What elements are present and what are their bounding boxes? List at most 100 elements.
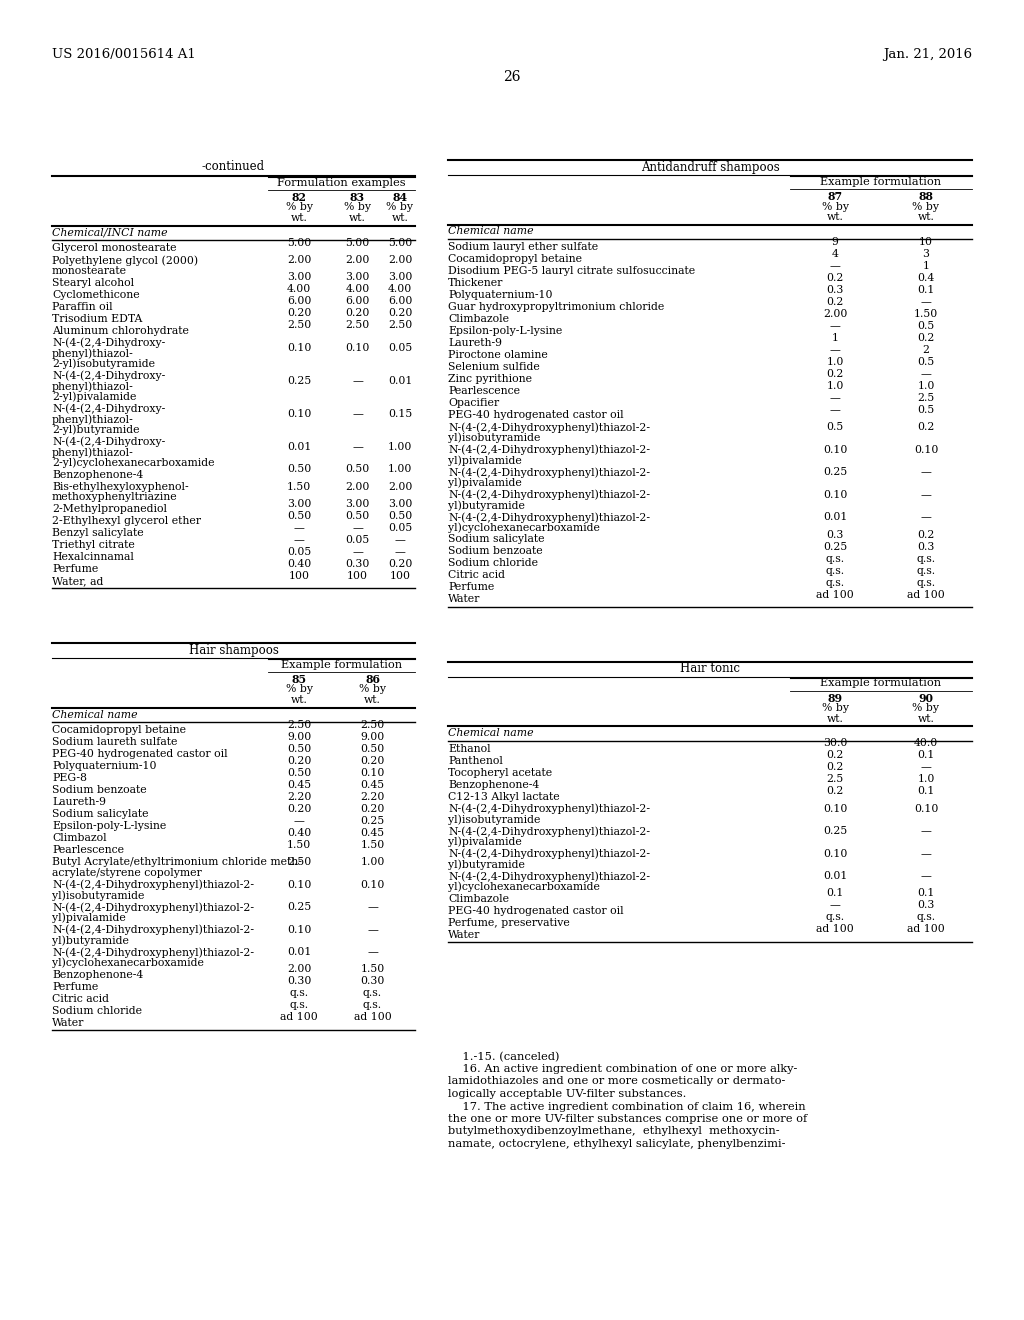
Text: —: — — [921, 849, 932, 859]
Text: 30.0: 30.0 — [823, 738, 847, 748]
Text: 0.10: 0.10 — [360, 768, 385, 777]
Text: —: — — [921, 490, 932, 500]
Text: 2-yl)cyclohexanecarboxamide: 2-yl)cyclohexanecarboxamide — [52, 458, 214, 469]
Text: yl)cyclohexanecarboxamide: yl)cyclohexanecarboxamide — [52, 957, 204, 968]
Text: Selenium sulfide: Selenium sulfide — [449, 362, 540, 372]
Text: 84: 84 — [392, 191, 408, 203]
Text: Climbazol: Climbazol — [52, 833, 106, 843]
Text: Polyquaternium-10: Polyquaternium-10 — [52, 762, 157, 771]
Text: N-(4-(2,4-Dihydroxyphenyl)thiazol-2-: N-(4-(2,4-Dihydroxyphenyl)thiazol-2- — [449, 445, 650, 455]
Text: Perfume: Perfume — [449, 582, 495, 593]
Text: Butyl Acrylate/ethyltrimonium chloride meth-: Butyl Acrylate/ethyltrimonium chloride m… — [52, 857, 302, 867]
Text: PEG-40 hydrogenated castor oil: PEG-40 hydrogenated castor oil — [52, 748, 227, 759]
Text: 9.00: 9.00 — [360, 733, 385, 742]
Text: PEG-40 hydrogenated castor oil: PEG-40 hydrogenated castor oil — [449, 906, 624, 916]
Text: 0.45: 0.45 — [360, 780, 385, 789]
Text: Perfume, preservative: Perfume, preservative — [449, 917, 569, 928]
Text: phenyl)thiazol-: phenyl)thiazol- — [52, 447, 134, 458]
Text: q.s.: q.s. — [825, 553, 845, 564]
Text: wt.: wt. — [365, 696, 381, 705]
Text: 1.50: 1.50 — [287, 840, 311, 850]
Text: Sodium chloride: Sodium chloride — [449, 558, 538, 569]
Text: 0.10: 0.10 — [345, 343, 370, 352]
Text: Example formulation: Example formulation — [820, 678, 941, 689]
Text: 0.10: 0.10 — [823, 445, 847, 455]
Text: wt.: wt. — [391, 213, 409, 223]
Text: Perfume: Perfume — [52, 564, 98, 574]
Text: % by: % by — [344, 202, 371, 213]
Text: 0.01: 0.01 — [388, 376, 413, 385]
Text: 1.00: 1.00 — [360, 857, 385, 867]
Text: 0.25: 0.25 — [360, 816, 385, 826]
Text: % by: % by — [386, 202, 414, 213]
Text: Sodium salicylate: Sodium salicylate — [449, 535, 545, 544]
Text: 1.00: 1.00 — [388, 465, 413, 474]
Text: 0.3: 0.3 — [826, 529, 844, 540]
Text: —: — — [921, 826, 932, 837]
Text: monostearate: monostearate — [52, 265, 127, 276]
Text: —: — — [394, 546, 406, 557]
Text: methoxyphenyltriazine: methoxyphenyltriazine — [52, 492, 177, 502]
Text: 0.2: 0.2 — [826, 751, 844, 760]
Text: 0.1: 0.1 — [826, 888, 844, 899]
Text: q.s.: q.s. — [916, 912, 936, 923]
Text: 2.50: 2.50 — [360, 719, 385, 730]
Text: 10: 10 — [919, 238, 933, 247]
Text: 0.25: 0.25 — [823, 826, 847, 837]
Text: yl)isobutyramide: yl)isobutyramide — [52, 890, 144, 900]
Text: Aluminum chlorohydrate: Aluminum chlorohydrate — [52, 326, 188, 335]
Text: —: — — [921, 512, 932, 523]
Text: Sodium benzoate: Sodium benzoate — [52, 785, 146, 795]
Text: C12-13 Alkyl lactate: C12-13 Alkyl lactate — [449, 792, 560, 801]
Text: 0.10: 0.10 — [823, 849, 847, 859]
Text: Laureth-9: Laureth-9 — [449, 338, 502, 348]
Text: % by: % by — [286, 202, 312, 213]
Text: 1.50: 1.50 — [360, 965, 385, 974]
Text: yl)cyclohexanecarboxamide: yl)cyclohexanecarboxamide — [449, 523, 600, 533]
Text: N-(4-(2,4-Dihydroxyphenyl)thiazol-2-: N-(4-(2,4-Dihydroxyphenyl)thiazol-2- — [52, 924, 254, 935]
Text: % by: % by — [912, 704, 939, 713]
Text: Pearlescence: Pearlescence — [52, 845, 124, 855]
Text: 3: 3 — [923, 249, 930, 259]
Text: 100: 100 — [289, 572, 309, 581]
Text: 0.50: 0.50 — [345, 511, 370, 521]
Text: 0.50: 0.50 — [345, 465, 370, 474]
Text: Tocopheryl acetate: Tocopheryl acetate — [449, 767, 552, 777]
Text: 2-yl)pivalamide: 2-yl)pivalamide — [52, 392, 136, 403]
Text: logically acceptable UV-filter substances.: logically acceptable UV-filter substance… — [449, 1089, 686, 1100]
Text: ad 100: ad 100 — [281, 1012, 317, 1023]
Text: 0.20: 0.20 — [360, 756, 385, 766]
Text: yl)butyramide: yl)butyramide — [449, 859, 525, 870]
Text: 3.00: 3.00 — [345, 272, 370, 282]
Text: 0.20: 0.20 — [287, 309, 311, 318]
Text: Sodium lauryl ether sulfate: Sodium lauryl ether sulfate — [449, 242, 598, 252]
Text: Polyquaternium-10: Polyquaternium-10 — [449, 290, 553, 300]
Text: 5.00: 5.00 — [345, 238, 370, 248]
Text: 4.00: 4.00 — [287, 285, 311, 294]
Text: yl)pivalamide: yl)pivalamide — [449, 478, 522, 488]
Text: Paraffin oil: Paraffin oil — [52, 301, 113, 312]
Text: 0.10: 0.10 — [287, 925, 311, 935]
Text: —: — — [367, 925, 378, 935]
Text: 0.25: 0.25 — [287, 903, 311, 912]
Text: N-(4-(2,4-Dihydroxyphenyl)thiazol-2-: N-(4-(2,4-Dihydroxyphenyl)thiazol-2- — [52, 879, 254, 890]
Text: q.s.: q.s. — [362, 989, 382, 998]
Text: Hexalcinnamal: Hexalcinnamal — [52, 552, 134, 562]
Text: 2.20: 2.20 — [360, 792, 385, 803]
Text: 1.-15. (canceled): 1.-15. (canceled) — [449, 1052, 559, 1061]
Text: Cyclomethicone: Cyclomethicone — [52, 289, 139, 300]
Text: Disodium PEG-5 lauryl citrate sulfosuccinate: Disodium PEG-5 lauryl citrate sulfosucci… — [449, 267, 695, 276]
Text: 0.25: 0.25 — [823, 541, 847, 552]
Text: N-(4-(2,4-Dihydroxyphenyl)thiazol-2-: N-(4-(2,4-Dihydroxyphenyl)thiazol-2- — [449, 826, 650, 837]
Text: 0.45: 0.45 — [287, 780, 311, 789]
Text: 2.00: 2.00 — [287, 255, 311, 265]
Text: N-(4-(2,4-Dihydroxyphenyl)thiazol-2-: N-(4-(2,4-Dihydroxyphenyl)thiazol-2- — [52, 902, 254, 912]
Text: Epsilon-poly-L-lysine: Epsilon-poly-L-lysine — [449, 326, 562, 337]
Text: Climbazole: Climbazole — [449, 314, 509, 323]
Text: 4.00: 4.00 — [388, 285, 412, 294]
Text: 0.5: 0.5 — [918, 321, 935, 331]
Text: yl)isobutyramide: yl)isobutyramide — [449, 814, 541, 825]
Text: 3.00: 3.00 — [388, 272, 413, 282]
Text: N-(4-(2,4-Dihydroxy-: N-(4-(2,4-Dihydroxy- — [52, 437, 165, 447]
Text: yl)butyramide: yl)butyramide — [52, 935, 129, 945]
